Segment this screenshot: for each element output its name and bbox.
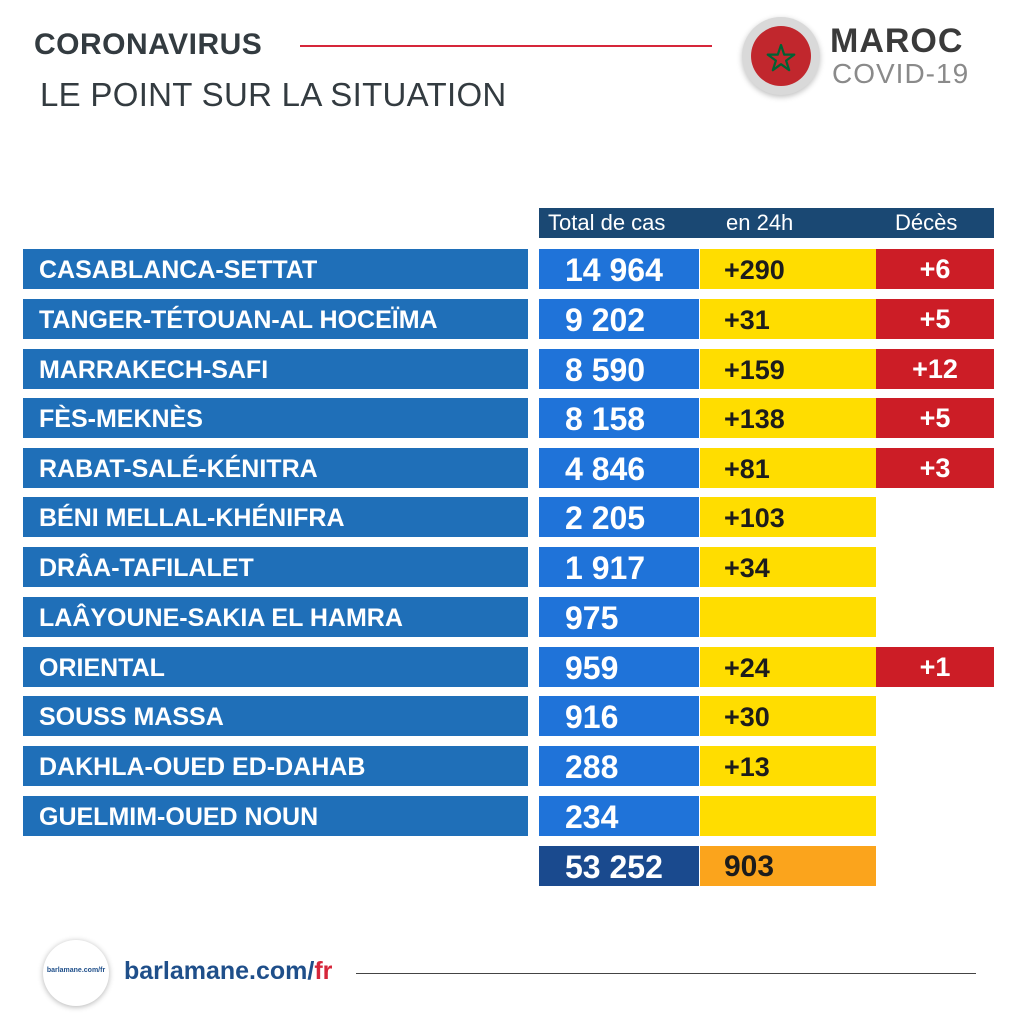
total-cases: 4 846: [539, 448, 699, 488]
footer-url-accent: fr: [314, 957, 333, 985]
region-name: GUELMIM-OUED NOUN: [23, 796, 528, 836]
cases-24h: +103: [700, 497, 876, 537]
cases-24h: +159: [700, 349, 876, 389]
page-title: CORONAVIRUS: [34, 28, 263, 61]
deaths: +12: [876, 349, 994, 389]
cases-24h: +290: [700, 249, 876, 289]
total-cases: 14 964: [539, 249, 699, 289]
grand-total-24h: 903: [700, 846, 876, 886]
total-cases: 288: [539, 746, 699, 786]
total-cases: 9 202: [539, 299, 699, 339]
cases-24h: +30: [700, 696, 876, 736]
footer-link[interactable]: barlamane.com/fr: [124, 957, 332, 986]
flag-star-icon: [766, 43, 796, 72]
cases-24h: [700, 796, 876, 836]
region-name: FÈS-MEKNÈS: [23, 398, 528, 438]
header-deaths: Décès: [895, 210, 958, 235]
logo-text: barlamane.com/fr: [46, 967, 106, 974]
cases-24h: +138: [700, 398, 876, 438]
morocco-flag-icon: [751, 26, 811, 86]
total-cases: 2 205: [539, 497, 699, 537]
cases-24h: +81: [700, 448, 876, 488]
footer-url-main: barlamane.com/: [124, 957, 315, 985]
cases-24h: +34: [700, 547, 876, 587]
barlamane-logo-icon: [43, 940, 109, 1006]
total-cases: 1 917: [539, 547, 699, 587]
region-name: LAÂYOUNE-SAKIA EL HAMRA: [23, 597, 528, 637]
region-name: MARRAKECH-SAFI: [23, 349, 528, 389]
cases-24h: +24: [700, 647, 876, 687]
region-name: DAKHLA-OUED ED-DAHAB: [23, 746, 528, 786]
deaths: +5: [876, 398, 994, 438]
total-cases: 959: [539, 647, 699, 687]
brand-subtitle: COVID-19: [832, 58, 970, 89]
region-name: DRÂA-TAFILALET: [23, 547, 528, 587]
table-header-bar: [539, 208, 994, 238]
header-total-cases: Total de cas: [548, 210, 666, 235]
deaths: +6: [876, 249, 994, 289]
cases-24h: [700, 597, 876, 637]
total-cases: 8 590: [539, 349, 699, 389]
deaths: +5: [876, 299, 994, 339]
region-name: RABAT-SALÉ-KÉNITRA: [23, 448, 528, 488]
cases-24h: +13: [700, 746, 876, 786]
grand-total-cases: 53 252: [539, 846, 699, 886]
region-name: SOUSS MASSA: [23, 696, 528, 736]
total-cases: 8 158: [539, 398, 699, 438]
page-subtitle: LE POINT SUR LA SITUATION: [40, 76, 507, 113]
title-divider: [300, 45, 712, 47]
cases-24h: +31: [700, 299, 876, 339]
region-name: BÉNI MELLAL-KHÉNIFRA: [23, 497, 528, 537]
brand-country: MAROC: [830, 22, 964, 60]
deaths: +3: [876, 448, 994, 488]
region-name: TANGER-TÉTOUAN-AL HOCEÏMA: [23, 299, 528, 339]
region-name: ORIENTAL: [23, 647, 528, 687]
footer-divider: [356, 973, 976, 974]
total-cases: 234: [539, 796, 699, 836]
total-cases: 975: [539, 597, 699, 637]
deaths: +1: [876, 647, 994, 687]
region-name: CASABLANCA-SETTAT: [23, 249, 528, 289]
header-24h: en 24h: [726, 210, 794, 235]
total-cases: 916: [539, 696, 699, 736]
